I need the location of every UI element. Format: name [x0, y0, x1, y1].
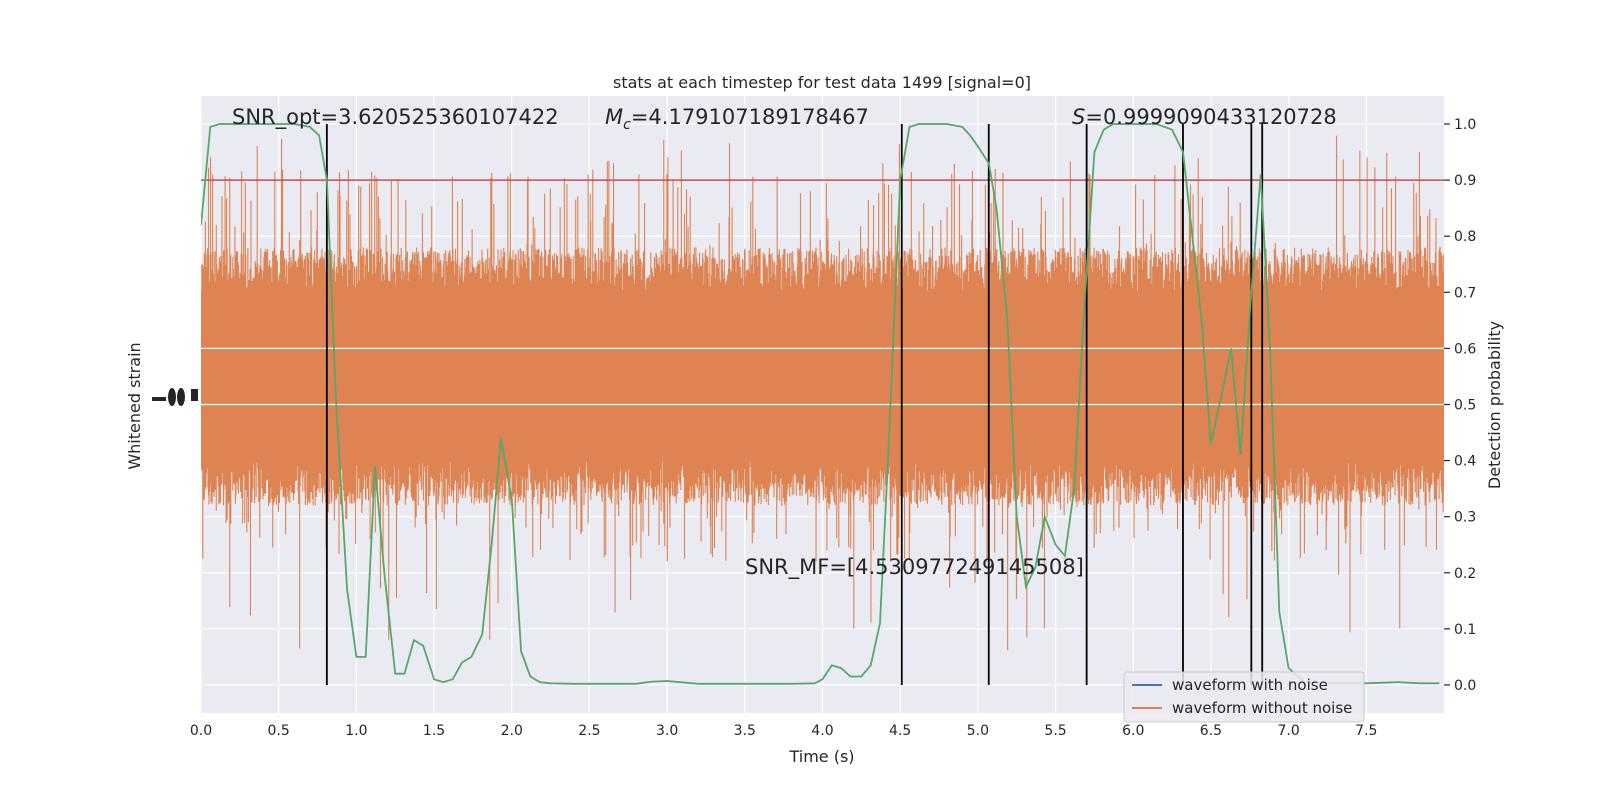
x-tick-label: 0.5 — [268, 723, 290, 739]
probability-line — [201, 123, 1440, 685]
x-tick-label: 2.0 — [501, 723, 523, 739]
x-tick-label: 5.0 — [967, 723, 989, 739]
left-axis-tick-glyph — [168, 388, 176, 406]
y-right-axis-label: Detection probability — [1485, 321, 1504, 489]
s-value: =0.9999090433120728 — [1085, 105, 1336, 129]
y-tick-label: 0.1 — [1454, 622, 1476, 638]
noise-core — [201, 292, 1444, 461]
y-tick-label: 0.4 — [1454, 454, 1476, 470]
chart-title: stats at each timestep for test data 149… — [613, 73, 1031, 92]
mc-annotation: Mc=4.179107189178467 — [605, 105, 869, 133]
noise-waveform — [201, 135, 1444, 651]
legend: waveform with noise waveform without noi… — [1123, 671, 1365, 723]
y-tick-label: 0.5 — [1454, 398, 1476, 414]
y-tick-label: 0.3 — [1454, 510, 1476, 526]
y-tick-label: 0.2 — [1454, 566, 1476, 582]
y-tick-label: 0.0 — [1454, 678, 1476, 694]
x-tick-label: 7.0 — [1277, 723, 1299, 739]
x-tick-label: 1.5 — [423, 723, 445, 739]
y-right-axis-ticks: 0.0 0.1 0.2 0.3 0.4 0.5 0.6 0.7 0.8 0.9 1.0 — [1444, 117, 1476, 694]
x-axis-ticks: 0.0 0.5 1.0 1.5 2.0 2.5 3.0 3.5 4.0 4.5 5.0 5.5 6.0 6… — [190, 723, 1378, 739]
left-axis-tick-glyph — [191, 389, 198, 401]
y-left-axis-label: Whitened strain — [125, 342, 144, 469]
x-tick-label: 4.5 — [889, 723, 911, 739]
legend-box — [1123, 671, 1365, 723]
mc-symbol: M — [605, 105, 623, 129]
left-axis-mark — [152, 388, 198, 406]
x-tick-label: 5.5 — [1044, 723, 1066, 739]
plot-area — [201, 123, 1444, 685]
legend-label-clean: waveform without noise — [1172, 699, 1352, 717]
x-tick-label: 6.0 — [1122, 723, 1144, 739]
x-axis-label: Time (s) — [788, 747, 854, 766]
x-tick-label: 3.5 — [734, 723, 756, 739]
snr-opt-annotation: SNR_opt=3.620525360107422 — [232, 105, 559, 130]
left-axis-tick-glyph — [152, 397, 166, 401]
x-tick-label: 2.5 — [578, 723, 600, 739]
probability-series — [201, 123, 1440, 685]
y-tick-label: 1.0 — [1454, 117, 1476, 133]
mc-value: =4.179107189178467 — [631, 105, 869, 129]
y-tick-label: 0.9 — [1454, 173, 1476, 189]
snr-mf-annotation: SNR_MF=[4.530977249145508] — [745, 555, 1084, 580]
left-axis-tick-glyph — [177, 388, 185, 406]
x-tick-label: 0.0 — [190, 723, 212, 739]
y-tick-label: 0.6 — [1454, 341, 1476, 357]
x-tick-label: 3.0 — [656, 723, 678, 739]
x-tick-label: 4.0 — [811, 723, 833, 739]
y-tick-label: 0.8 — [1454, 229, 1476, 245]
x-tick-label: 6.5 — [1200, 723, 1222, 739]
s-symbol: S — [1072, 105, 1085, 129]
mc-subscript: c — [623, 117, 631, 133]
s-annotation: S=0.9999090433120728 — [1072, 105, 1337, 129]
x-tick-label: 1.0 — [345, 723, 367, 739]
legend-label-noisy: waveform with noise — [1172, 676, 1328, 694]
y-tick-label: 0.7 — [1454, 285, 1476, 301]
x-tick-label: 7.5 — [1355, 723, 1377, 739]
